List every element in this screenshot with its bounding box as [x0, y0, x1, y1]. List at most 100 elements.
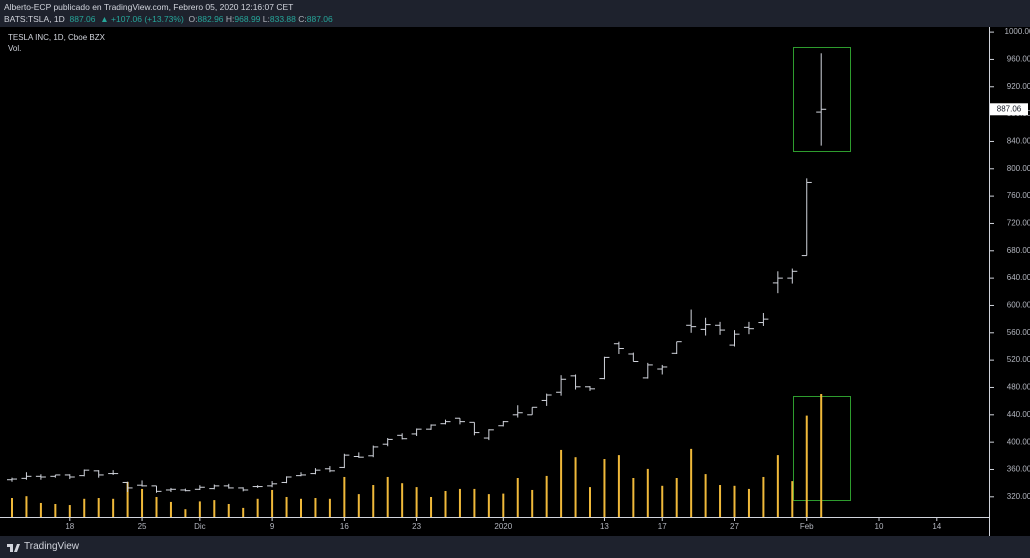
volume-bar	[213, 500, 216, 517]
volume-bar	[242, 507, 245, 517]
x-tick-label: 18	[65, 522, 74, 531]
y-tick-label: 760.00	[1007, 191, 1030, 200]
volume-bar	[169, 501, 172, 517]
volume-bar	[227, 504, 230, 517]
symbol: BATS:TSLA, 1D	[4, 14, 65, 24]
y-tick-label: 960.00	[1007, 55, 1030, 64]
volume-bar	[531, 489, 534, 517]
volume-bar	[632, 478, 635, 517]
ohlc-label: C:	[298, 14, 307, 24]
volume-bar	[661, 485, 664, 517]
chart: TESLA INC, 1D, Cboe BZX Vol. 320.00 360.0…	[0, 27, 1030, 536]
volume-bar	[603, 459, 606, 517]
y-tick-label: 720.00	[1007, 219, 1030, 228]
brand: TradingView	[24, 541, 80, 552]
y-tick-label: 680.00	[1007, 246, 1030, 255]
volume-bar	[386, 476, 389, 517]
y-tick-label: 640.00	[1007, 273, 1030, 282]
last-price: 887.06	[69, 14, 96, 24]
volume-bar	[314, 498, 317, 517]
volume-legend: Vol.	[8, 44, 21, 53]
ohlc-value: 887.06	[306, 14, 333, 24]
volume-bar	[473, 488, 476, 517]
volume-bar	[285, 496, 288, 517]
volume-bar	[54, 504, 57, 517]
x-tick-label: 9	[270, 522, 275, 531]
volume-bar	[719, 485, 722, 517]
footer: TradingView	[0, 536, 1030, 558]
logo	[7, 544, 20, 552]
volume-bar	[11, 498, 13, 517]
volume-bar	[776, 455, 779, 517]
volume-bar	[256, 498, 259, 517]
ohlc-label: L:	[262, 14, 270, 24]
volume-bar	[589, 487, 591, 517]
volume-bar	[126, 481, 129, 517]
volume-bar	[704, 474, 707, 517]
volume-bar	[25, 496, 28, 517]
volume-bar	[502, 493, 505, 517]
volume-bar	[300, 498, 302, 517]
change: ▲ +107.06 (+13.73%)	[100, 14, 184, 24]
volume-bar	[112, 498, 115, 517]
y-tick-label: 520.00	[1007, 355, 1030, 364]
y-tick-label: 1000.00	[1005, 27, 1030, 36]
x-tick-label: 2020	[494, 522, 512, 531]
y-tick-label: 600.00	[1007, 301, 1030, 310]
x-tick-label: 17	[658, 522, 667, 531]
y-tick-label: 360.00	[1007, 465, 1030, 474]
volume-bar	[791, 481, 794, 517]
volume-bar	[733, 485, 736, 517]
x-tick-label: Dic	[194, 522, 206, 531]
volume-bar	[675, 478, 678, 517]
volume-bar	[690, 448, 693, 517]
volume-bar	[545, 475, 548, 517]
y-tick-label: 400.00	[1007, 437, 1030, 446]
volume-bar	[68, 505, 71, 517]
ohlc-label: O:	[188, 14, 198, 24]
chart-title: TESLA INC, 1D, Cboe BZX	[8, 33, 106, 42]
volume-bar	[487, 494, 490, 517]
x-tick-label: 14	[932, 522, 941, 531]
volume-bar	[372, 485, 375, 517]
symbol-line: BATS:TSLA, 1D 887.06 ▲ +107.06 (+13.73%)…	[4, 14, 333, 24]
ohlc-value: 882.96	[197, 14, 224, 24]
volume-bar	[343, 476, 346, 517]
x-tick-label: 25	[138, 522, 147, 531]
x-tick-label: 16	[340, 522, 349, 531]
volume-bar	[198, 501, 201, 517]
y-tick-label: 480.00	[1007, 383, 1030, 392]
y-tick-label: 560.00	[1007, 328, 1030, 337]
x-tick-label: 13	[600, 522, 609, 531]
y-tick-label: 840.00	[1007, 137, 1030, 146]
volume-bar	[430, 496, 433, 517]
volume-bar	[805, 415, 808, 517]
ohlc-value: 833.88	[269, 14, 296, 24]
price-tag-bg	[990, 103, 1028, 116]
volume-bar	[747, 488, 750, 517]
y-tick-label: 440.00	[1007, 410, 1030, 419]
volume-bar	[574, 457, 577, 517]
volume-bar	[141, 488, 144, 517]
volume-bar	[560, 449, 563, 517]
ohlc-label: H:	[225, 14, 235, 24]
y-tick-label: 920.00	[1007, 82, 1030, 91]
volume-bar	[401, 483, 404, 517]
header: Alberto-ECP publicado en TradingView.com…	[0, 0, 1030, 27]
volume-bar	[646, 468, 649, 517]
x-tick-label: 27	[730, 522, 739, 531]
volume-bar	[155, 496, 158, 517]
volume-bar	[458, 488, 461, 517]
chart-bg	[0, 27, 1030, 536]
ohlc-value: 968.99	[234, 14, 261, 24]
publisher: Alberto-ECP publicado en TradingView.com…	[4, 2, 294, 12]
volume-bar	[328, 498, 331, 517]
volume-bar	[184, 509, 187, 517]
volume-bar	[271, 489, 274, 517]
volume-bar	[357, 494, 360, 517]
x-tick-label: 10	[875, 522, 884, 531]
y-tick-label: 320.00	[1007, 492, 1030, 501]
volume-bar	[39, 502, 42, 517]
ohlc: O:882.96 H:968.99 L:833.88 C:887.06	[189, 14, 333, 24]
